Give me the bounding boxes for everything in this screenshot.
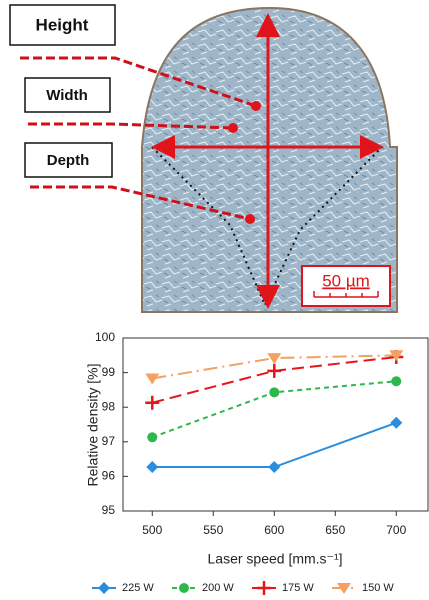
x-axis-label: Laser speed [mm.s⁻¹]	[208, 551, 343, 567]
x-tick-label: 700	[386, 523, 406, 537]
legend-label: 200 W	[202, 582, 234, 594]
width-label: Width	[46, 87, 88, 104]
data-point	[146, 461, 158, 473]
legend-label: 225 W	[122, 582, 154, 594]
y-tick-label: 96	[102, 469, 116, 483]
y-tick-label: 98	[102, 399, 116, 413]
data-point	[267, 353, 281, 364]
data-point	[267, 364, 281, 378]
legend-marker	[98, 582, 110, 594]
data-point	[391, 376, 401, 386]
depth-label: Depth	[47, 152, 90, 169]
data-point	[269, 387, 279, 397]
y-axis-label: Relative density [%]	[85, 364, 101, 487]
point	[245, 214, 255, 224]
figure: Height Width Depth 50 µm Relative densit…	[0, 0, 429, 595]
micrograph: Height Width Depth 50 µm	[10, 5, 397, 312]
data-point	[390, 417, 402, 429]
data-point	[145, 396, 159, 410]
height-label: Height	[36, 15, 89, 34]
scale-bar-label: 50 µm	[322, 271, 370, 290]
y-tick-label: 95	[102, 503, 116, 517]
series-line	[152, 423, 396, 467]
x-tick-label: 500	[142, 523, 162, 537]
y-tick-label: 97	[102, 434, 116, 448]
data-point	[145, 373, 159, 384]
legend-label: 175 W	[282, 582, 314, 594]
data-point	[147, 432, 157, 442]
chart: Relative density [%] Laser speed [mm.s⁻¹…	[85, 330, 428, 595]
legend-marker	[179, 583, 189, 593]
x-tick-label: 600	[264, 523, 284, 537]
point	[251, 101, 261, 111]
page: {"image_labels": {"height": "Height", "w…	[0, 0, 429, 595]
x-tick-label: 650	[325, 523, 345, 537]
y-tick-label: 99	[102, 365, 116, 379]
y-tick-label: 100	[95, 330, 115, 344]
x-tick-label: 550	[203, 523, 223, 537]
data-point	[268, 461, 280, 473]
legend-label: 150 W	[362, 582, 394, 594]
legend-marker	[257, 581, 271, 595]
point	[228, 123, 238, 133]
